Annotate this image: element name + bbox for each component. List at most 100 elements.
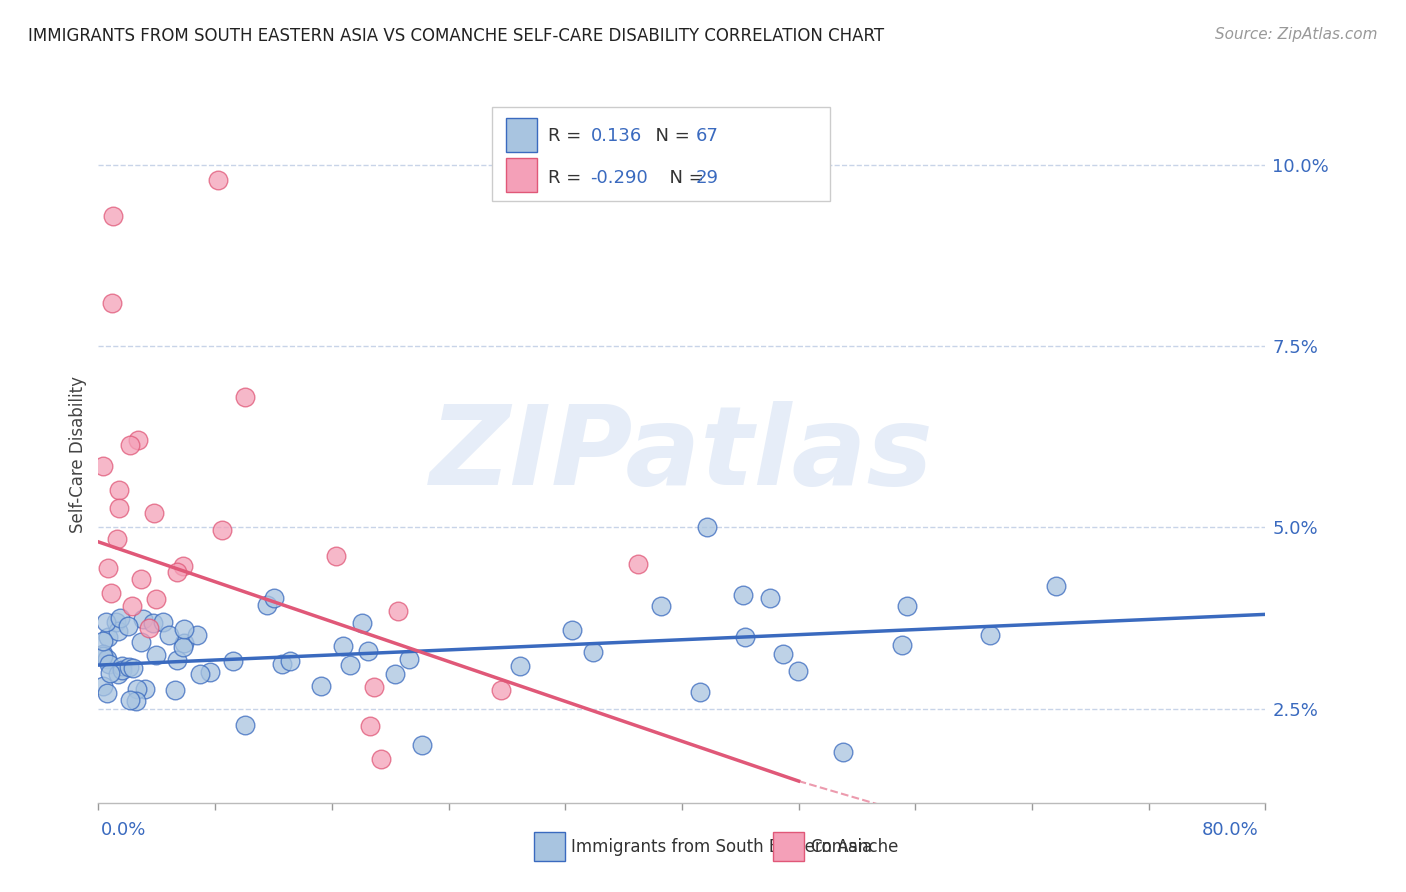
Point (207, 172, 229, 186)
Point (256, 598, 278, 612)
Point (339, 657, 361, 672)
Point (896, 599, 918, 614)
Point (363, 680, 385, 694)
Point (173, 622, 195, 636)
Text: ZIPatlas: ZIPatlas (430, 401, 934, 508)
Text: Immigrants from South Eastern Asia: Immigrants from South Eastern Asia (571, 838, 872, 855)
Point (759, 591, 782, 606)
Point (97, 561, 120, 575)
Y-axis label: Self-Care Disability: Self-Care Disability (69, 376, 87, 533)
Point (1045, 579, 1067, 593)
Point (582, 645, 605, 659)
Point (142, 616, 165, 631)
Point (118, 660, 141, 674)
Point (108, 611, 131, 625)
Point (142, 506, 165, 520)
Point (198, 665, 221, 680)
Point (561, 623, 583, 637)
Point (127, 682, 149, 697)
Point (101, 209, 124, 223)
Point (107, 667, 129, 681)
Point (387, 604, 409, 618)
Point (979, 628, 1001, 642)
Text: 80.0%: 80.0% (1202, 821, 1258, 838)
Point (121, 599, 143, 614)
Text: N =: N = (658, 169, 710, 186)
Point (689, 685, 711, 699)
Point (105, 532, 128, 546)
Point (172, 640, 194, 654)
Point (91, 458, 114, 473)
Point (370, 752, 392, 766)
Point (129, 572, 152, 586)
Point (650, 599, 672, 614)
Text: R =: R = (548, 128, 593, 145)
Point (350, 615, 373, 630)
Text: Comanche: Comanche (810, 838, 898, 855)
Point (332, 639, 354, 653)
Point (509, 659, 531, 673)
Point (157, 628, 180, 642)
Point (94, 615, 117, 629)
Point (787, 665, 810, 679)
Point (134, 682, 156, 697)
Point (145, 648, 167, 662)
Point (316, 817, 339, 831)
Point (91, 648, 114, 662)
Point (734, 631, 756, 645)
Text: 29: 29 (696, 169, 718, 186)
Point (166, 565, 188, 579)
Point (384, 666, 406, 681)
Point (97, 630, 120, 644)
Point (166, 653, 188, 667)
Text: Source: ZipAtlas.com: Source: ZipAtlas.com (1215, 27, 1378, 42)
Point (233, 390, 256, 404)
Point (325, 549, 347, 563)
Point (108, 483, 131, 497)
Point (124, 694, 146, 708)
Point (96, 652, 118, 666)
Point (101, 295, 124, 310)
Point (173, 635, 195, 649)
Point (188, 667, 211, 681)
Text: 67: 67 (696, 128, 718, 145)
Point (311, 679, 333, 693)
Point (357, 644, 380, 658)
Point (108, 500, 131, 515)
Point (91, 679, 114, 693)
Point (890, 638, 912, 652)
Point (263, 591, 285, 605)
Point (489, 683, 512, 698)
Point (105, 615, 128, 629)
Point (222, 654, 245, 668)
Point (96, 686, 118, 700)
Point (211, 523, 233, 537)
Point (100, 586, 122, 600)
Point (127, 434, 149, 448)
Point (118, 438, 141, 452)
Point (398, 652, 420, 666)
Point (731, 588, 754, 602)
Point (138, 621, 160, 635)
Point (832, 745, 855, 759)
Point (165, 682, 187, 697)
Point (107, 624, 129, 638)
Point (359, 719, 381, 733)
Text: R =: R = (548, 169, 588, 186)
Text: -0.290: -0.290 (591, 169, 648, 186)
Point (91, 649, 114, 664)
Point (627, 557, 650, 571)
Point (152, 615, 174, 629)
Point (111, 663, 134, 677)
Point (186, 628, 208, 642)
Text: 0.0%: 0.0% (101, 821, 146, 838)
Point (120, 692, 142, 706)
Point (117, 619, 139, 633)
Point (110, 659, 132, 673)
Point (628, 822, 651, 836)
Point (131, 635, 153, 649)
Point (696, 520, 718, 534)
Text: N =: N = (644, 128, 696, 145)
Point (122, 661, 145, 675)
Point (172, 559, 194, 574)
